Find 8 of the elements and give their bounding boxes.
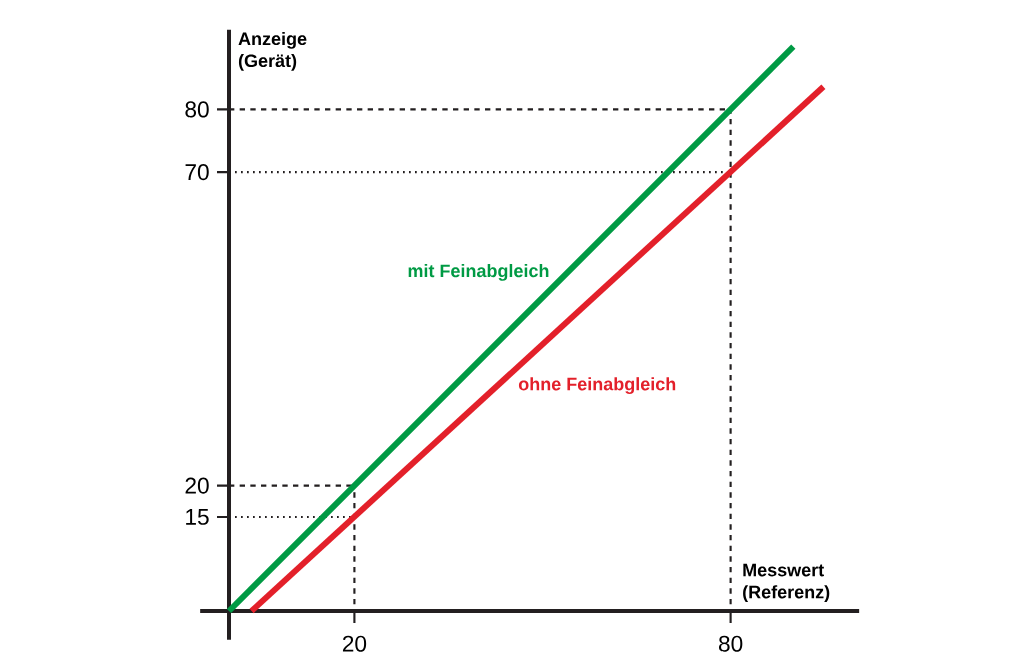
series-label: ohne Feinabgleich [518,377,676,395]
series-label: mit Feinabgleich [408,263,549,281]
y-tick-label: 70 [185,164,209,181]
y-axis-title: Anzeige (Gerät) [238,31,307,71]
y-tick-label: 15 [186,509,209,525]
y-tick-label: 20 [185,477,209,494]
y-tick-label: 80 [185,101,209,118]
x-axis-title: Messwert (Referenz) [743,563,830,602]
